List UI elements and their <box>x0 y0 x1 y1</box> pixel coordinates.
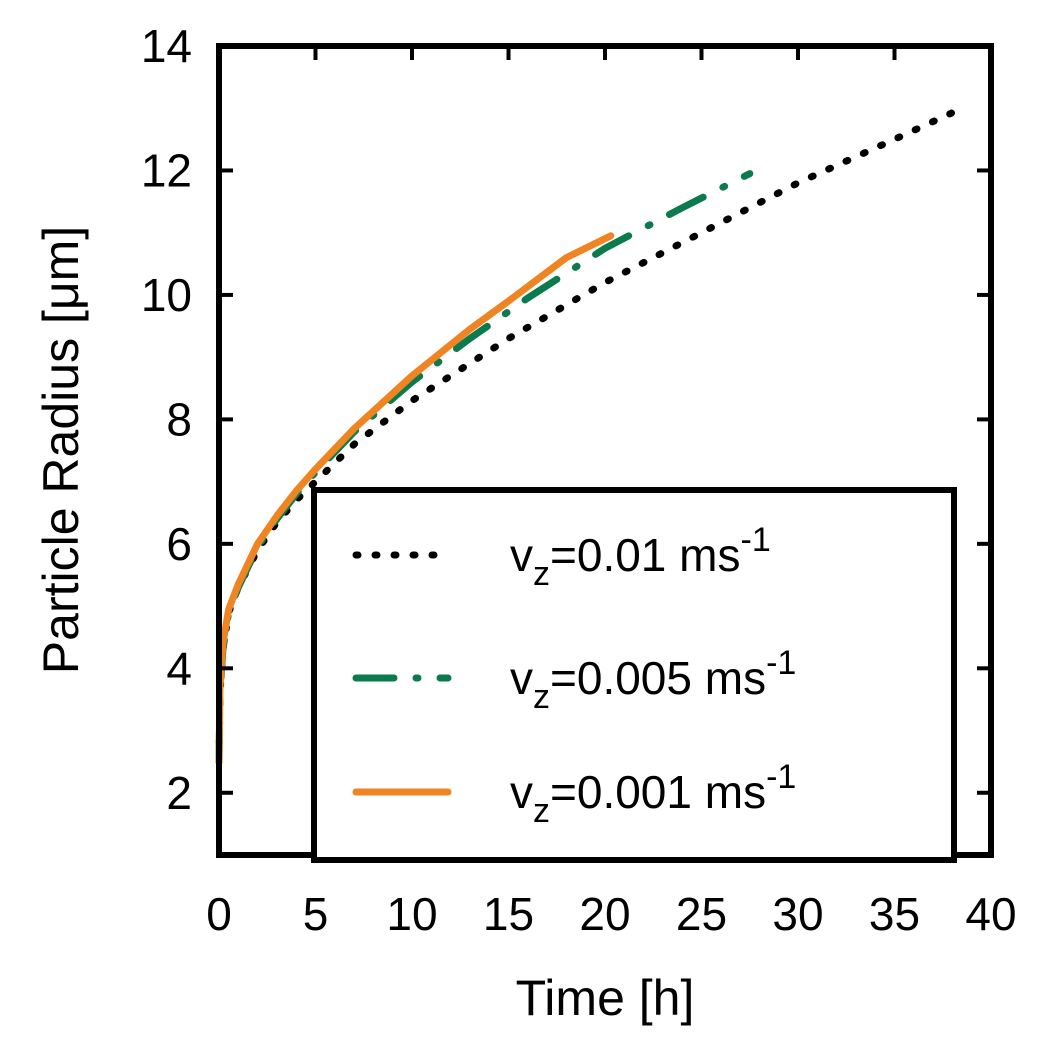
x-tick-label-10: 10 <box>386 888 437 940</box>
y-tick-label-6: 6 <box>166 518 192 570</box>
x-tick-label-20: 20 <box>579 888 630 940</box>
y-axis-label: Particle Radius [μm] <box>33 226 89 674</box>
x-tick-label-25: 25 <box>676 888 727 940</box>
legend-label-main: v <box>510 529 533 581</box>
legend-label-main: v <box>510 652 533 704</box>
x-axis-label: Time [h] <box>516 970 695 1026</box>
y-tick-label-14: 14 <box>141 20 192 72</box>
legend-label-3: vz=0.001 ms-1 <box>510 758 796 830</box>
legend-label-superscript: -1 <box>741 521 771 559</box>
legend-label-1: vz=0.01 ms-1 <box>510 521 771 593</box>
x-tick-label-5: 5 <box>303 888 329 940</box>
legend-box <box>311 487 957 863</box>
legend-label-superscript: -1 <box>766 758 796 796</box>
y-tick-label-10: 10 <box>141 269 192 321</box>
legend-label-2: vz=0.005 ms-1 <box>510 644 796 716</box>
x-tick-label-0: 0 <box>206 888 232 940</box>
legend: vz=0.01 ms-1vz=0.005 ms-1vz=0.001 ms-1 <box>311 487 957 863</box>
x-tick-label-40: 40 <box>965 888 1016 940</box>
x-tick-label-30: 30 <box>772 888 823 940</box>
series-line-3 <box>215 232 615 766</box>
y-tick-label-4: 4 <box>166 642 192 694</box>
legend-label-main: v <box>510 766 533 818</box>
tick-layer: 0 5 10 15 20 25 30 35 40 2 4 6 8 10 12 14 <box>141 20 1017 940</box>
legend-label-subscript: z <box>533 555 550 593</box>
legend-label-rest: =0.005 ms <box>550 652 766 704</box>
legend-label-subscript: z <box>533 792 550 830</box>
series-layer <box>215 104 966 766</box>
legend-label-subscript: z <box>533 678 550 716</box>
y-tick-label-2: 2 <box>166 767 192 819</box>
x-tick-label-15: 15 <box>483 888 534 940</box>
x-tick-label-35: 35 <box>869 888 920 940</box>
legend-label-rest: =0.001 ms <box>550 766 766 818</box>
legend-label-superscript: -1 <box>766 644 796 682</box>
y-tick-label-8: 8 <box>166 393 192 445</box>
legend-label-rest: =0.01 ms <box>550 529 741 581</box>
y-tick-label-12: 12 <box>141 144 192 196</box>
